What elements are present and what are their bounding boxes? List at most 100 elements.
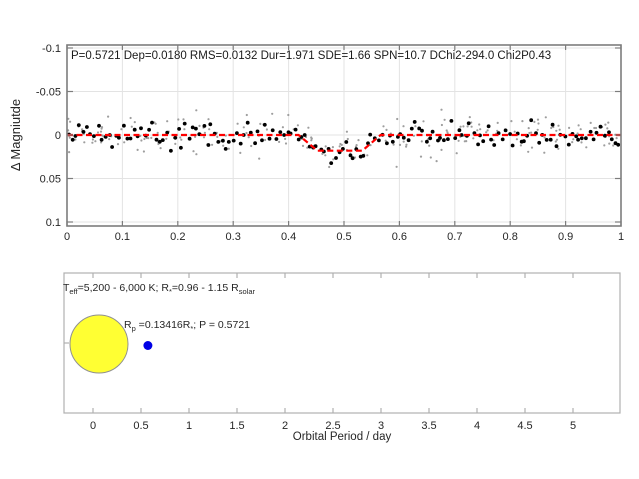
scatter-point-unbinned-flux	[440, 108, 443, 111]
scatter-point-binned-flux	[438, 136, 442, 140]
scatter-point-unbinned-flux	[94, 140, 97, 143]
scatter-point-binned-flux	[576, 137, 580, 142]
bottom-panel-annotations: Teff=5,200 - 6,000 K; R*=0.96 - 1.15 Rso…	[63, 282, 256, 333]
scatter-point-binned-flux	[208, 122, 213, 127]
host-star	[69, 314, 129, 374]
x-tick-label: 0.8	[503, 231, 518, 243]
scatter-point-unbinned-flux	[485, 131, 488, 134]
scatter-point-binned-flux	[293, 127, 298, 132]
scatter-point-unbinned-flux	[166, 120, 169, 123]
fit-stats-title: P=0.5721 Dep=0.0180 RMS=0.0132 Dur=1.971…	[71, 50, 551, 62]
scatter-point-unbinned-flux	[328, 165, 331, 169]
scatter-point-unbinned-flux	[165, 137, 168, 140]
scatter-point-binned-flux	[206, 143, 211, 147]
scatter-point-binned-flux	[117, 135, 121, 140]
scatter-point-binned-flux	[296, 137, 301, 142]
scatter-point-unbinned-flux	[455, 152, 458, 155]
scatter-point-unbinned-flux	[589, 121, 592, 124]
scatter-point-unbinned-flux	[355, 144, 358, 147]
scatter-point-unbinned-flux	[543, 151, 546, 154]
scatter-point-binned-flux	[122, 123, 126, 128]
x-tick-label: 1.5	[229, 420, 244, 432]
scatter-point-binned-flux	[160, 138, 165, 143]
scatter-point-unbinned-flux	[100, 141, 103, 144]
scatter-point-binned-flux	[609, 137, 614, 142]
scatter-point-unbinned-flux	[116, 143, 120, 146]
scatter-point-unbinned-flux	[537, 122, 540, 125]
scatter-point-unbinned-flux	[470, 125, 473, 128]
scatter-point-binned-flux	[566, 142, 571, 147]
y-tick-label: 0.05	[40, 174, 61, 186]
scatter-point-unbinned-flux	[486, 129, 489, 132]
scatter-point-binned-flux	[125, 136, 130, 141]
scatter-point-unbinned-flux	[550, 126, 553, 130]
scatter-point-unbinned-flux	[153, 121, 156, 124]
scatter-point-unbinned-flux	[405, 145, 408, 148]
scatter-point-binned-flux	[574, 134, 579, 139]
scatter-point-binned-flux	[425, 139, 429, 144]
scatter-point-unbinned-flux	[69, 120, 72, 123]
scatter-point-binned-flux	[368, 132, 373, 137]
scatter-point-binned-flux	[157, 139, 162, 144]
scatter-point-unbinned-flux	[606, 127, 609, 130]
scatter-point-binned-flux	[238, 141, 243, 146]
transit-model-line	[67, 133, 621, 152]
scatter-point-unbinned-flux	[510, 120, 513, 123]
scatter-point-unbinned-flux	[580, 141, 583, 144]
scatter-point-unbinned-flux	[133, 121, 136, 124]
scatter-point-binned-flux	[262, 122, 267, 127]
scatter-point-unbinned-flux	[91, 138, 94, 141]
scatter-point-binned-flux	[406, 138, 411, 143]
scatter-point-binned-flux	[466, 121, 471, 126]
scatter-point-unbinned-flux	[472, 137, 475, 140]
scatter-point-unbinned-flux	[81, 128, 84, 131]
scatter-point-binned-flux	[154, 137, 159, 142]
scatter-point-binned-flux	[417, 126, 422, 131]
scatter-point-unbinned-flux	[422, 120, 425, 123]
scatter-point-unbinned-flux	[239, 151, 242, 154]
scatter-point-binned-flux	[500, 137, 505, 142]
scatter-point-binned-flux	[187, 136, 192, 141]
scatter-point-binned-flux	[173, 135, 178, 140]
scatter-point-binned-flux	[344, 140, 349, 144]
scatter-point-unbinned-flux	[463, 140, 466, 143]
scatter-point-unbinned-flux	[207, 118, 210, 121]
scatter-point-unbinned-flux	[554, 140, 557, 143]
scatter-point-unbinned-flux	[557, 124, 560, 127]
scatter-point-unbinned-flux	[306, 146, 309, 149]
scatter-point-binned-flux	[147, 127, 152, 132]
scatter-point-unbinned-flux	[519, 144, 523, 147]
scatter-point-binned-flux	[481, 139, 486, 144]
scatter-point-unbinned-flux	[156, 131, 159, 134]
scatter-point-unbinned-flux	[227, 147, 230, 150]
scatter-point-unbinned-flux	[536, 128, 539, 131]
y-tick-label: 0	[55, 130, 61, 142]
scatter-point-binned-flux	[110, 145, 114, 149]
planet-annotation: Rp =0.13416R*; P = 0.5721	[124, 319, 250, 333]
scatter-point-unbinned-flux	[515, 138, 519, 141]
scatter-point-unbinned-flux	[412, 134, 415, 137]
scatter-point-unbinned-flux	[129, 116, 132, 120]
scatter-point-unbinned-flux	[468, 116, 471, 119]
scatter-point-unbinned-flux	[179, 136, 182, 139]
y-axis-label: Δ Magniutde	[8, 99, 23, 171]
scatter-point-unbinned-flux	[445, 129, 448, 132]
scatter-point-unbinned-flux	[192, 150, 195, 153]
scatter-point-binned-flux	[350, 156, 355, 161]
scatter-point-unbinned-flux	[245, 113, 248, 117]
scatter-point-unbinned-flux	[558, 128, 561, 131]
scatter-point-binned-flux	[459, 133, 464, 137]
scatter-point-binned-flux	[548, 137, 553, 142]
scatter-point-unbinned-flux	[203, 131, 206, 134]
x-tick-label: 0.4	[281, 231, 296, 243]
top-panel-tick-labels: 0 0.1 0.2 0.3 0.4 0.5 0.6 0.7 0.8 0.9 1-0.1-0.0500…	[36, 43, 624, 243]
x-tick-label: 1	[618, 231, 624, 243]
scatter-point-unbinned-flux	[250, 144, 253, 148]
scatter-point-binned-flux	[190, 125, 195, 130]
scatter-point-unbinned-flux	[398, 143, 402, 146]
scatter-point-binned-flux	[366, 141, 370, 146]
y-tick-label: -0.05	[36, 87, 61, 99]
scatter-point-binned-flux	[377, 138, 381, 143]
scatter-point-unbinned-flux	[612, 144, 615, 147]
